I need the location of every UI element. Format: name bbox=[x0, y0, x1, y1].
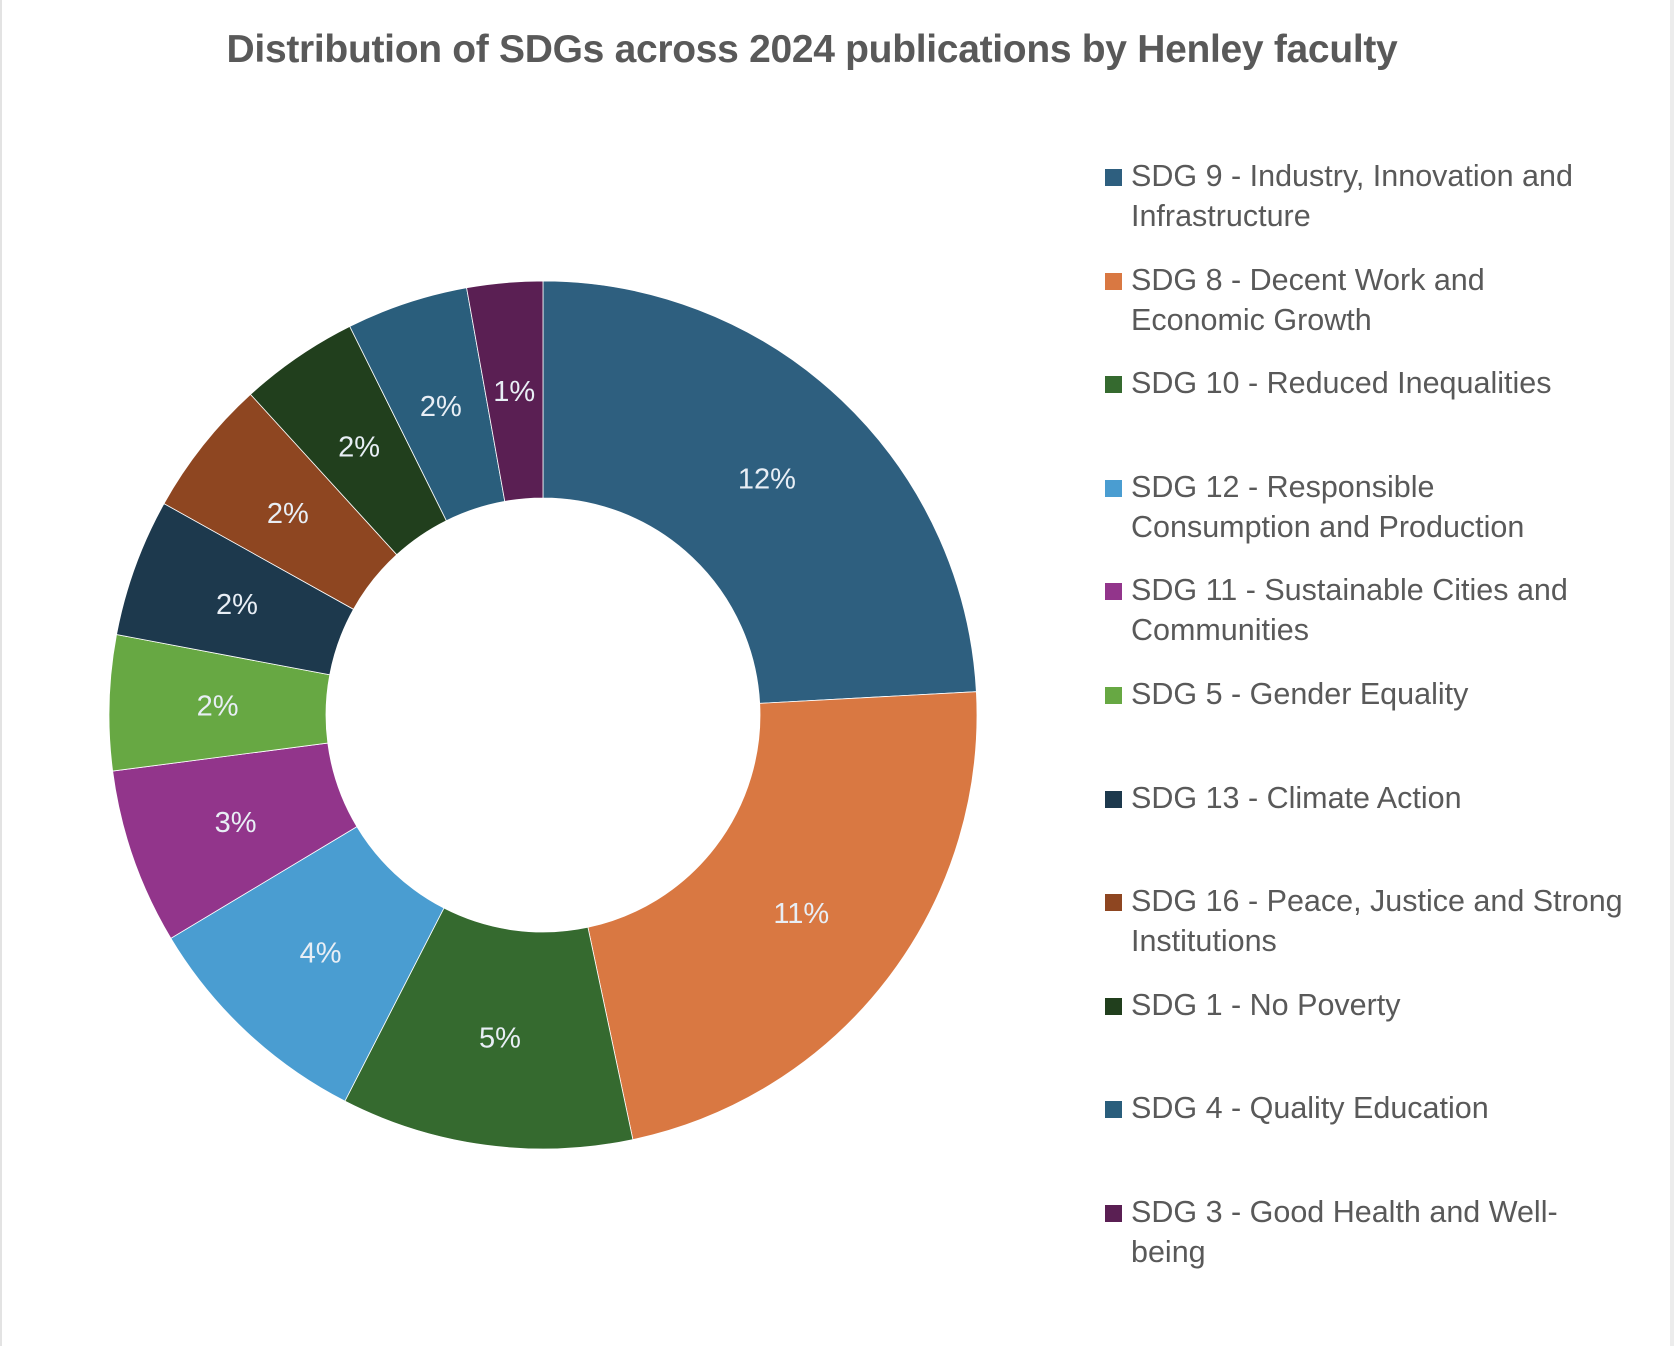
legend-swatch bbox=[1105, 997, 1122, 1015]
legend-swatch bbox=[1105, 1205, 1122, 1222]
legend-label-line: SDG 11 - Sustainable Cities and bbox=[1131, 573, 1568, 608]
legend-swatch bbox=[1105, 1101, 1122, 1119]
legend-label: SDG 1 - No Poverty bbox=[1131, 985, 1661, 1025]
legend-swatch bbox=[1105, 687, 1122, 704]
legend-label-line: Economic Growth bbox=[1131, 302, 1372, 337]
donut-slice bbox=[542, 280, 977, 704]
legend-label-line: being bbox=[1131, 1235, 1206, 1269]
legend-label: SDG 12 - Responsible Consumption and Prod… bbox=[1131, 467, 1661, 547]
legend-swatch bbox=[1105, 790, 1122, 808]
donut-slice bbox=[466, 280, 544, 502]
legend-swatch bbox=[1105, 894, 1122, 912]
legend-label: SDG 4 - Quality Education bbox=[1131, 1088, 1661, 1128]
legend-label: SDG 9 - Industry, Innovation and Infrastr… bbox=[1131, 156, 1661, 236]
slice-data-label: 2% bbox=[338, 431, 380, 463]
legend-swatch bbox=[1105, 169, 1122, 186]
donut-chart: 12% 11% 5% 4% 3% 2% 2% 2% 2% 2% 1% bbox=[108, 280, 978, 1150]
legend-label-line: SDG 16 - Peace, Justice and Strong bbox=[1131, 884, 1623, 919]
slice-data-label: 1% bbox=[493, 376, 535, 408]
legend-label-line: SDG 1 - No Poverty bbox=[1131, 987, 1401, 1022]
legend-label-line: Consumption and Production bbox=[1131, 509, 1525, 544]
legend-label: SDG 8 - Decent Work and Economic Growth bbox=[1131, 260, 1661, 340]
legend-swatch bbox=[1105, 583, 1122, 601]
legend-label: SDG 16 - Peace, Justice and Strong Instit… bbox=[1131, 881, 1661, 961]
legend-label: SDG 13 - Climate Action bbox=[1131, 778, 1661, 818]
legend-label-line: Institutions bbox=[1131, 924, 1277, 959]
legend-swatch bbox=[1105, 479, 1122, 497]
legend-label-line: Communities bbox=[1131, 613, 1309, 648]
chart-title: Distribution of SDGs across 2024 publica… bbox=[226, 28, 1398, 71]
legend-label-line: SDG 4 - Quality Education bbox=[1131, 1091, 1489, 1126]
legend-label: SDG 11 - Sustainable Cities and Communiti… bbox=[1131, 570, 1661, 650]
slice-data-label: 2% bbox=[420, 391, 462, 423]
donut-slice bbox=[344, 907, 634, 1150]
legend-label-line: Infrastructure bbox=[1131, 199, 1311, 233]
legend-label: SDG 10 - Reduced Inequalities bbox=[1131, 363, 1661, 403]
donut-slice bbox=[587, 691, 978, 1141]
legend-swatch bbox=[1105, 272, 1122, 290]
slice-data-label: 2% bbox=[267, 498, 309, 530]
legend-swatch bbox=[1105, 376, 1122, 394]
slice-data-label: 5% bbox=[479, 1023, 521, 1055]
slice-data-label: 11% bbox=[773, 898, 829, 930]
slice-data-label: 4% bbox=[300, 938, 342, 970]
legend-label-line: SDG 5 - Gender Equality bbox=[1131, 677, 1469, 711]
legend-label-line: SDG 12 - Responsible bbox=[1131, 469, 1435, 504]
legend-label: SDG 5 - Gender Equality bbox=[1131, 674, 1661, 714]
legend-label-line: SDG 3 - Good Health and Well- bbox=[1131, 1195, 1558, 1229]
slice-data-label: 3% bbox=[215, 807, 257, 839]
slice-data-label: 2% bbox=[216, 589, 258, 621]
legend-label-line: SDG 13 - Climate Action bbox=[1131, 780, 1462, 815]
legend-label-line: SDG 9 - Industry, Innovation and bbox=[1131, 159, 1573, 193]
slice-data-label: 2% bbox=[197, 691, 239, 723]
slice-data-label: 12% bbox=[738, 464, 796, 496]
legend-label: SDG 3 - Good Health and Well-being bbox=[1131, 1192, 1661, 1272]
legend-label-line: SDG 8 - Decent Work and bbox=[1131, 262, 1485, 297]
legend-label-line: SDG 10 - Reduced Inequalities bbox=[1131, 366, 1552, 401]
